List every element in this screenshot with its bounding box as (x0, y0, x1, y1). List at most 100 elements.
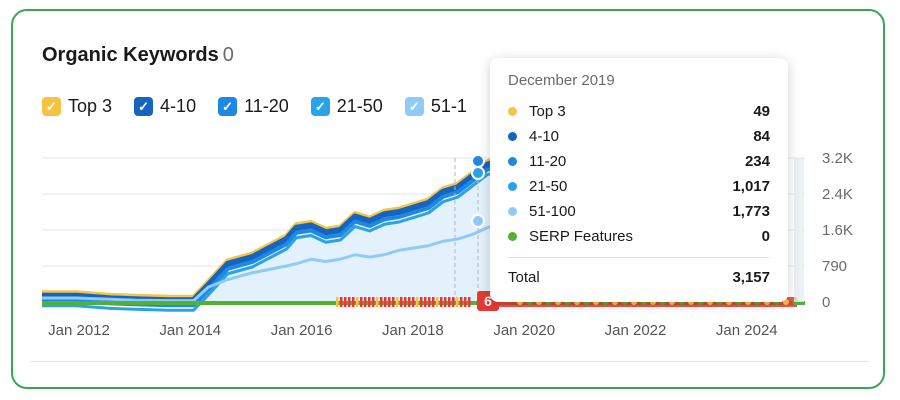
legend-item-11-20[interactable]: ✓ 11-20 (218, 96, 289, 117)
series-dot-icon (508, 132, 517, 141)
series-dot-icon (508, 182, 517, 191)
series-area-total (42, 159, 517, 302)
series-dot-icon (508, 107, 517, 116)
note-mark[interactable] (344, 297, 347, 307)
y-tick-label: 790 (822, 258, 847, 275)
note-mark[interactable] (412, 297, 415, 307)
tooltip-row: SERP Features 0 (508, 224, 770, 249)
legend-label: Top 3 (68, 96, 113, 116)
note-mark[interactable] (356, 297, 359, 307)
tooltip-row-value: 84 (753, 128, 770, 145)
tooltip-row-value: 0 (761, 228, 770, 245)
tooltip-row-value: 234 (744, 153, 770, 170)
note-mark[interactable] (336, 297, 339, 307)
chart-edge-shade (794, 158, 804, 302)
x-tick-label: Jan 2016 (271, 322, 333, 339)
tooltip-row-label: 11-20 (529, 153, 567, 170)
x-tick-label: Jan 2024 (716, 322, 778, 339)
legend-label: 21-50 (336, 96, 383, 116)
tooltip-total-label: Total (508, 268, 540, 286)
note-mark[interactable] (400, 297, 403, 307)
notes-band (497, 297, 797, 307)
note-mark[interactable] (384, 297, 387, 307)
series-dot-icon (508, 232, 517, 241)
checkbox-checked-icon[interactable]: ✓ (310, 97, 330, 116)
checkbox-checked-icon[interactable]: ✓ (134, 97, 154, 116)
y-tick-label: 2.4K (822, 186, 853, 203)
tooltip-row-label: SERP Features (529, 228, 633, 245)
checkbox-checked-icon[interactable]: ✓ (218, 97, 238, 116)
note-mark[interactable] (364, 297, 367, 307)
tooltip-row: 51-100 1,773 (508, 199, 770, 224)
widget-title: Organic Keywords 0 (42, 44, 234, 67)
tooltip-divider (508, 257, 770, 258)
note-mark[interactable] (452, 297, 455, 307)
legend-label: 4-10 (160, 96, 197, 116)
note-mark[interactable] (404, 297, 407, 307)
note-mark[interactable] (372, 297, 375, 307)
note-mark[interactable] (408, 297, 411, 307)
legend-label: 51-1 (430, 96, 467, 116)
widget-title-text: Organic Keywords (42, 44, 219, 66)
legend-item-top3[interactable]: ✓ Top 3 (42, 96, 112, 117)
series-line-21-50 (42, 168, 517, 312)
x-tick-label: Jan 2020 (493, 322, 555, 339)
tooltip-row: Top 3 49 (508, 99, 770, 124)
note-mark[interactable] (368, 297, 371, 307)
note-mark[interactable] (360, 297, 363, 307)
note-mark[interactable] (444, 297, 447, 307)
tooltip-row-value: 1,017 (732, 178, 770, 195)
note-mark[interactable] (380, 297, 383, 307)
tooltip-row-value: 49 (753, 103, 770, 120)
series-line-51-100 (42, 220, 517, 303)
legend: ✓ Top 3 ✓ 4-10 ✓ 11-20 ✓ 21-50 ✓ 51-1 (42, 96, 467, 117)
note-mark[interactable] (376, 297, 379, 307)
note-mark[interactable] (432, 297, 435, 307)
note-mark[interactable] (392, 297, 395, 307)
x-tick-label: Jan 2018 (382, 322, 444, 339)
note-mark[interactable] (424, 297, 427, 307)
tooltip-row-value: 1,773 (732, 203, 770, 220)
x-tick-label: Jan 2022 (605, 322, 667, 339)
note-mark[interactable] (428, 297, 431, 307)
note-mark[interactable] (464, 297, 467, 307)
y-tick-label: 0 (822, 294, 830, 311)
note-mark[interactable] (448, 297, 451, 307)
hover-point (471, 214, 485, 228)
tooltip-total-value: 3,157 (732, 268, 770, 286)
legend-label: 11-20 (244, 96, 289, 116)
tooltip-date: December 2019 (508, 72, 615, 89)
hover-point (471, 154, 485, 168)
marker-badge-label: 6 (484, 293, 492, 309)
footer-divider (30, 361, 870, 362)
note-mark[interactable] (456, 297, 459, 307)
note-mark[interactable] (340, 297, 343, 307)
tooltip-row: 21-50 1,017 (508, 174, 770, 199)
note-mark[interactable] (436, 297, 439, 307)
checkbox-checked-icon[interactable]: ✓ (42, 97, 61, 116)
note-mark[interactable] (440, 297, 443, 307)
checkbox-checked-icon[interactable]: ✓ (404, 97, 424, 116)
y-tick-label: 1.6K (822, 222, 853, 239)
note-mark[interactable] (388, 297, 391, 307)
note-mark[interactable] (396, 297, 399, 307)
note-mark[interactable] (420, 297, 423, 307)
note-mark[interactable] (348, 297, 351, 307)
legend-item-21-50[interactable]: ✓ 21-50 (310, 96, 383, 117)
note-mark[interactable] (352, 297, 355, 307)
legend-item-51-100[interactable]: ✓ 51-1 (404, 96, 467, 117)
tooltip-row: 4-10 84 (508, 124, 770, 149)
tooltip: December 2019 Top 3 49 4-10 84 11-20 234… (490, 58, 788, 302)
tooltip-row-label: Top 3 (529, 103, 566, 120)
hover-point (471, 166, 485, 180)
note-mark[interactable] (416, 297, 419, 307)
keyword-count: 0 (222, 44, 234, 66)
series-dot-icon (508, 157, 517, 166)
legend-item-4-10[interactable]: ✓ 4-10 (134, 96, 196, 117)
tooltip-row-label: 21-50 (529, 178, 568, 195)
note-mark[interactable] (468, 297, 471, 307)
x-tick-label: Jan 2014 (159, 322, 221, 339)
tooltip-row-label: 4-10 (529, 128, 560, 145)
note-mark[interactable] (460, 297, 463, 307)
